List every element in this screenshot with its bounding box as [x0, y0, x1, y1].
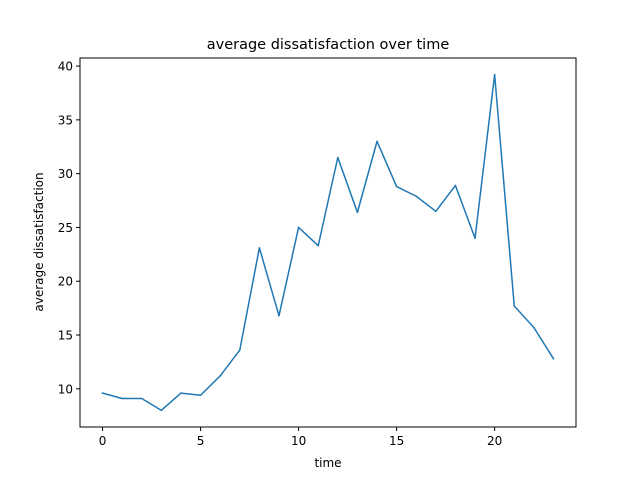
data-point [180, 392, 182, 394]
x-tick-label: 20 [487, 434, 502, 448]
y-tick-label: 35 [58, 113, 73, 127]
y-tick-label: 15 [58, 329, 73, 343]
data-point [238, 349, 241, 351]
data-point [140, 397, 143, 400]
data-point [513, 305, 516, 307]
y-tick-label: 30 [58, 167, 73, 181]
data-point [454, 184, 457, 187]
series-line [101, 73, 555, 412]
x-tick-label: 5 [197, 434, 205, 448]
x-tick-label: 15 [389, 434, 404, 448]
data-point [474, 237, 476, 239]
data-point [199, 394, 202, 397]
chart-title: average dissatisfaction over time [207, 37, 450, 53]
data-point [337, 156, 339, 159]
data-point [278, 314, 280, 317]
y-axis-label: average dissatisfaction [32, 172, 46, 311]
y-tick-label: 20 [58, 275, 73, 289]
data-point [552, 357, 555, 360]
data-point [415, 195, 418, 198]
data-point [219, 375, 221, 377]
data-point [493, 73, 496, 76]
data-point [435, 210, 437, 213]
data-point [533, 326, 535, 329]
x-axis-label: time [314, 456, 341, 470]
y-tick-label: 25 [58, 221, 73, 235]
plot-frame [79, 57, 577, 428]
data-point [356, 211, 359, 214]
data-point [317, 244, 320, 247]
data-point [395, 185, 398, 188]
data-point [376, 140, 378, 143]
data-point [258, 247, 261, 249]
x-tick-label: 10 [291, 434, 306, 448]
data-point [121, 397, 123, 400]
x-tick-label: 0 [99, 434, 107, 448]
y-tick-label: 40 [58, 60, 73, 74]
data-point [297, 226, 300, 229]
y-tick-label: 10 [58, 382, 73, 396]
data-point [101, 392, 104, 394]
data-point [160, 409, 163, 412]
